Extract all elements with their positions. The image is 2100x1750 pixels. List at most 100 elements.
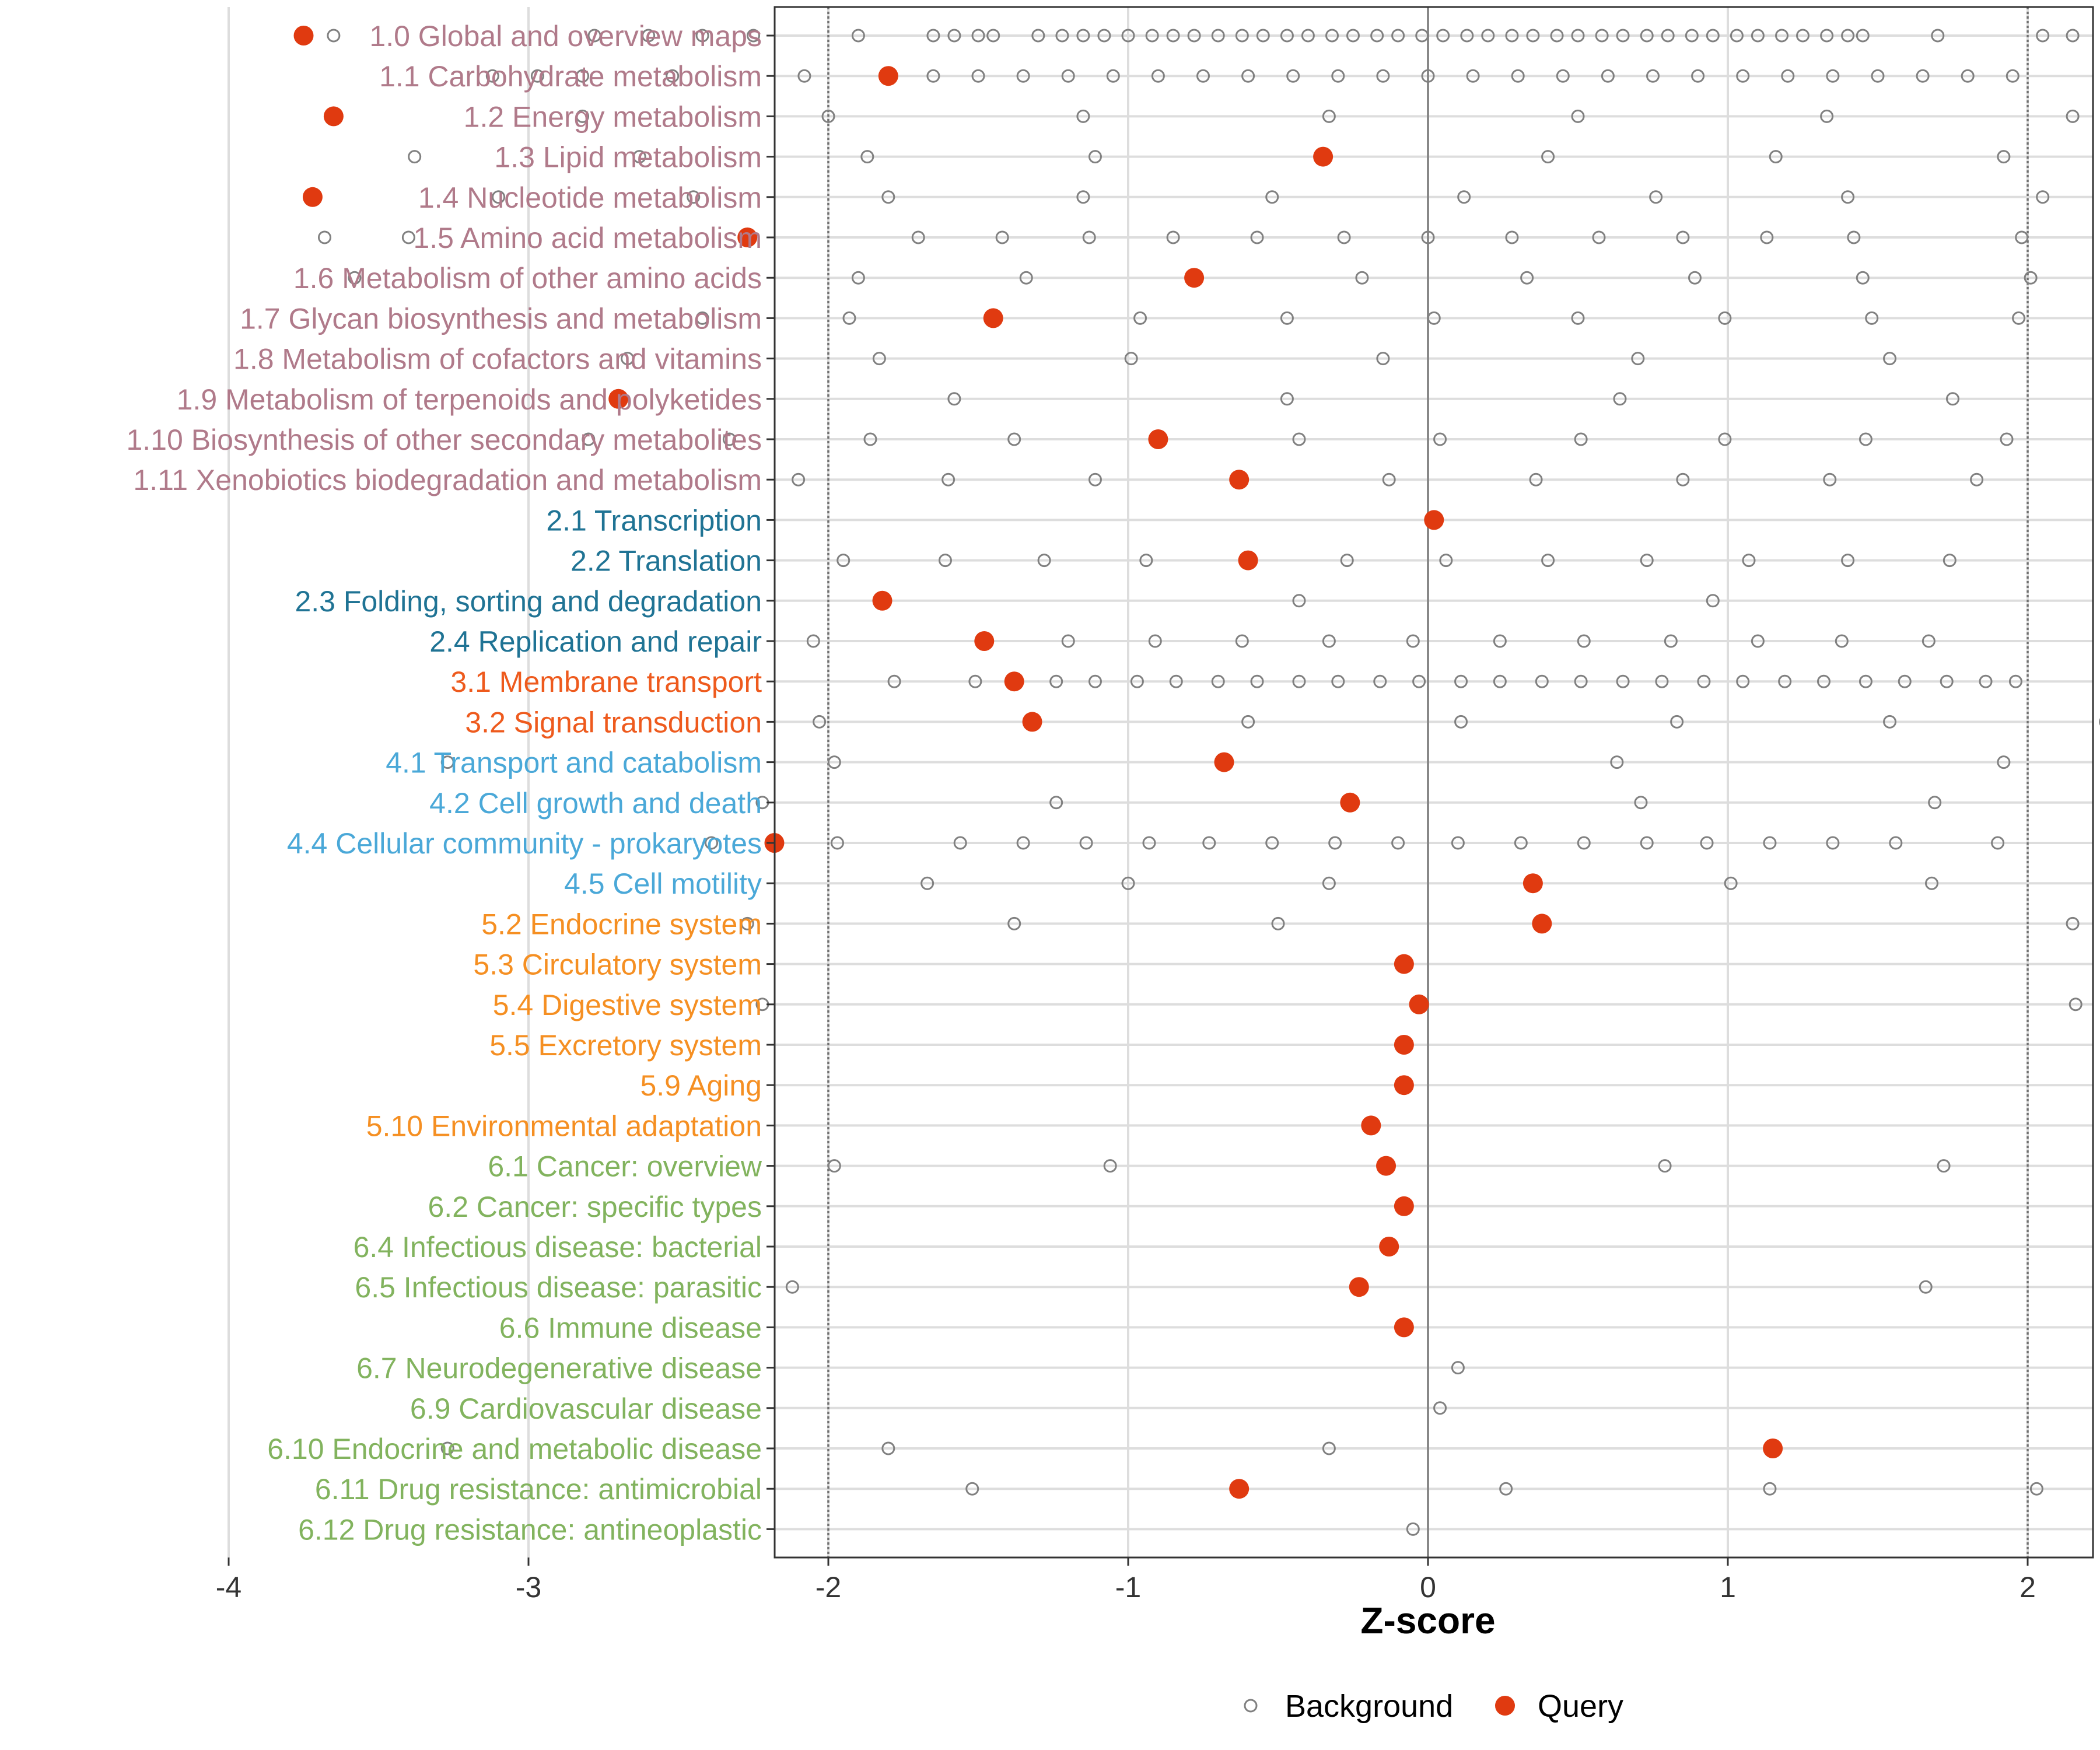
y-category-label: 6.11 Drug resistance: antimicrobial [315,1473,762,1506]
background-point [813,715,827,729]
background-point [1574,674,1588,688]
background-point [1841,190,1855,204]
background-point [938,554,952,568]
y-category-label: 4.1 Transport and catabolism [386,747,762,779]
background-point [1574,432,1588,446]
background-point [1148,634,1162,648]
y-category-label: 5.5 Excretory system [489,1029,762,1062]
background-point [2036,29,2050,43]
background-point [1322,876,1336,890]
y-category-label: 1.10 Biosynthesis of other secondary met… [126,424,762,456]
y-category-label: 5.3 Circulatory system [473,949,762,981]
background-point [1106,69,1120,83]
background-point [947,29,961,43]
background-point [1121,876,1135,890]
background-point [1640,836,1654,850]
x-axis: -4-3-2-101234 [216,1558,2036,1604]
background-point [806,634,820,648]
query-point [1229,1479,1250,1499]
background-point [1706,594,1720,608]
background-point [1436,29,1450,43]
background-point [1133,311,1147,325]
query-point [1361,1115,1381,1136]
background-point [821,109,835,123]
legend: Background Query [1244,1689,1623,1724]
y-axis-labels: 1.0 Global and overview maps 1.1 Carbohyd… [126,20,775,1546]
background-point [1370,29,1384,43]
background-point [705,836,719,850]
query-point [1313,146,1334,167]
background-point [1685,29,1699,43]
background-point [1301,29,1315,43]
background-point [695,29,709,43]
background-point [1292,674,1306,688]
query-point [1184,268,1205,288]
background-point [1265,836,1279,850]
query-point [608,388,629,409]
background-point [1883,352,1897,366]
background-point [827,755,841,769]
background-point [1781,69,1795,83]
background-point [1292,594,1306,608]
y-category-label: 6.5 Infectious disease: parasitic [355,1271,762,1304]
background-point [1661,29,1675,43]
background-point [1292,432,1306,446]
background-point [1076,109,1090,123]
background-point [921,876,935,890]
background-point [1658,1159,1672,1173]
background-point [1139,554,1153,568]
points-layer [293,26,2100,1536]
background-point [2029,1482,2043,1496]
y-category-label: 6.6 Immune disease [499,1311,762,1344]
background-point [1640,554,1654,568]
background-point [1340,554,1354,568]
background-point [1718,432,1732,446]
background-point [1616,29,1630,43]
background-point [1454,715,1468,729]
query-point [1238,550,1258,570]
y-category-label: 1.0 Global and overview maps [369,20,762,52]
background-point [1826,836,1840,850]
y-category-label: 4.2 Cell growth and death [429,787,762,820]
background-point [1412,674,1426,688]
background-point [1871,69,1885,83]
y-category-label: 6.4 Infectious disease: bacterial [354,1231,762,1264]
background-point [1595,29,1609,43]
background-point [1325,29,1339,43]
background-point [1763,836,1777,850]
background-point [1856,271,1870,285]
background-point [1433,1401,1447,1415]
background-point [1697,674,1711,688]
background-point [1055,29,1069,43]
background-point [1916,69,1930,83]
query-point [1763,1438,1783,1458]
background-point [1505,230,1519,244]
background-point [440,1441,454,1455]
background-point [1391,836,1405,850]
background-point [926,29,940,43]
background-point [1556,69,1570,83]
background-point [2012,311,2026,325]
background-point [576,109,590,123]
background-point [1493,634,1507,648]
query-point [1532,914,1552,934]
y-category-label: 6.1 Cancer: overview [488,1150,762,1183]
y-category-label: 4.4 Cellular community - prokaryotes [287,827,762,860]
background-point [1280,392,1294,406]
background-point [1271,916,1285,930]
background-point [1493,674,1507,688]
background-point [1760,230,1774,244]
background-point [1514,836,1528,850]
background-point [1061,69,1075,83]
legend-background-label: Background [1285,1689,1453,1724]
query-point [1004,671,1024,692]
background-point [1847,230,1861,244]
background-point [1322,1441,1336,1455]
query-point [1424,510,1444,530]
background-point [1421,230,1435,244]
y-category-label: 1.8 Metabolism of cofactors and vitamins [233,343,762,376]
background-point [1337,230,1351,244]
background-point [1241,715,1255,729]
background-point [1742,554,1756,568]
background-point [1943,554,1957,568]
